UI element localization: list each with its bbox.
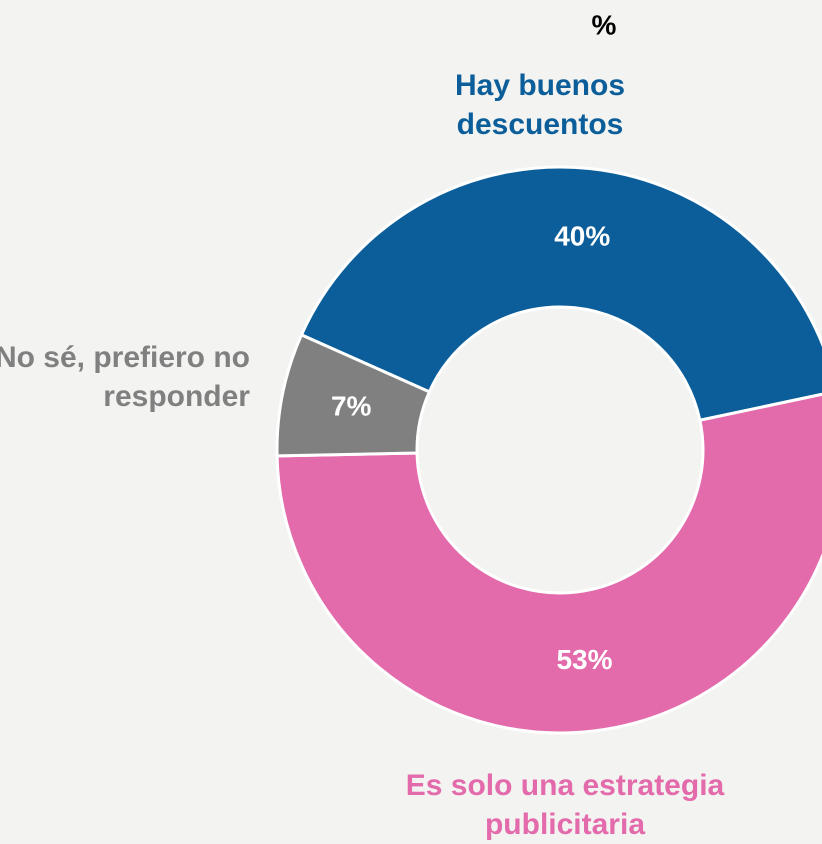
category-label: Hay buenos descuentos (454, 69, 626, 141)
category-label: Es solo una estrategia publicitaria (405, 769, 725, 841)
value-label: 53% (556, 644, 612, 675)
category-label: No sé, prefiero no responder (0, 341, 250, 413)
donut-segment (275, 332, 432, 458)
chart-title: % (592, 9, 617, 40)
value-label: 40% (554, 221, 610, 252)
value-label: 7% (331, 390, 372, 421)
donut-segment (299, 165, 822, 423)
donut-segment (275, 392, 822, 735)
